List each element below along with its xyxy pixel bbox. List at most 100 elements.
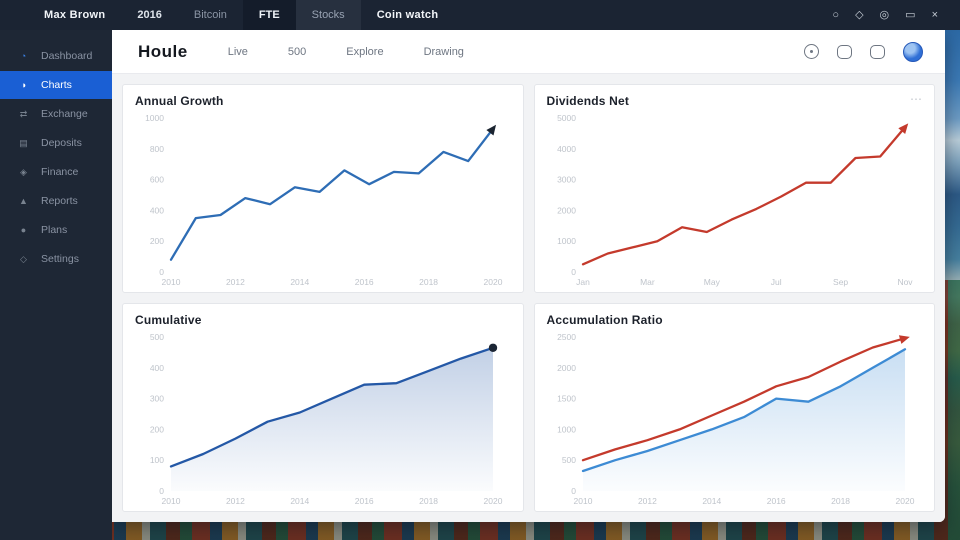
panel-menu-icon[interactable]: ⋯ <box>910 92 922 106</box>
chart-area: 0 100 200 300 400 500 2010 2012 2014 2016 2018 2020 <box>135 327 511 507</box>
topbar-item-fte[interactable]: FTE <box>242 0 296 30</box>
settings-icon: ◇ <box>20 253 27 264</box>
y-tick-label: 3000 <box>557 175 576 185</box>
x-tick-label: 2014 <box>290 496 309 506</box>
panel-header: Cumulative ⋯ <box>135 313 511 327</box>
sidebar-item-settings[interactable]: ◇ Settings <box>0 245 112 273</box>
chart-panel-annual-growth: Annual Growth ⋯ 0 200 400 600 800 1000 2010 201… <box>122 84 524 293</box>
search-icon[interactable] <box>804 44 819 59</box>
trend-arrow-icon <box>486 124 497 136</box>
reports-icon: ▲ <box>19 196 28 206</box>
os-topbar: Max Brown 2016 Bitcoin FTE Stocks Coin w… <box>0 0 960 30</box>
minimize-icon[interactable]: ▭ <box>905 8 916 21</box>
sidebar-item-plans[interactable]: ● Plans <box>0 216 112 244</box>
y-tick-label: 1000 <box>557 424 576 434</box>
nav-item-500[interactable]: 500 <box>287 45 307 58</box>
sidebar-item-label: Deposits <box>41 137 82 149</box>
sidebar-item-label: Reports <box>41 195 78 207</box>
nav-item-drawing[interactable]: Drawing <box>423 45 464 58</box>
y-tick-label: 1000 <box>557 236 576 246</box>
app-nav: Live 500 Explore Drawing <box>228 46 464 58</box>
x-tick-label: May <box>703 277 720 287</box>
sidebar-item-finance[interactable]: ◈ Finance <box>0 158 112 186</box>
x-tick-label: 2012 <box>226 277 245 287</box>
charts-grid: Annual Growth ⋯ 020040060080010002010201… <box>112 74 945 522</box>
y-tick-label: 200 <box>150 236 164 246</box>
badge-icon[interactable]: ◇ <box>855 8 864 21</box>
x-tick-label: 2018 <box>419 496 438 506</box>
panel-header: Accumulation Ratio ⋯ <box>547 313 923 327</box>
x-tick-label: 2012 <box>637 496 656 506</box>
chart-panel-accumulation-ratio: Accumulation Ratio ⋯ 0 500 1000 1500 2000 250… <box>533 303 935 512</box>
x-tick-label: 2010 <box>162 277 181 287</box>
sidebar-item-exchange[interactable]: ⇄ Exchange <box>0 100 112 128</box>
avatar[interactable] <box>903 41 923 62</box>
series-line-dividends <box>581 126 906 266</box>
topbar-item-year[interactable]: 2016 <box>137 9 162 21</box>
x-tick-label: Jan <box>576 277 590 287</box>
panel-title: Cumulative <box>135 313 202 327</box>
topbar-item-bitcoin[interactable]: Bitcoin <box>193 9 227 21</box>
y-tick-label: 2000 <box>557 205 576 215</box>
y-tick-label: 4000 <box>557 144 576 154</box>
sidebar: ◔ Dashboard ◑ Charts ⇄ Exchange ▤ Deposi… <box>0 30 112 540</box>
chart-area: 0 1000 2000 3000 4000 5000 Jan Mar May Jul Sep Nov <box>547 108 923 288</box>
window-controls: ○ ◇ ◎ ▭ × <box>832 8 960 21</box>
app-logo: Houle <box>138 41 188 61</box>
y-tick-label: 100 <box>150 455 164 465</box>
y-tick-label: 5000 <box>557 113 576 123</box>
deposits-icon: ▤ <box>19 137 28 148</box>
sidebar-item-label: Charts <box>41 79 72 91</box>
y-tick-label: 0 <box>571 267 576 277</box>
y-tick-label: 200 <box>150 424 164 434</box>
panel-header: Annual Growth ⋯ <box>135 94 511 108</box>
panel-header: Dividends Net ⋯ <box>547 92 923 108</box>
nav-item-explore[interactable]: Explore <box>346 45 384 58</box>
chart-panel-dividends: Dividends Net ⋯ 0 1000 2000 3000 4000 5000 Jan… <box>533 84 935 293</box>
topbar-item-user[interactable]: Max Brown <box>44 9 106 21</box>
series-line-target <box>581 337 906 462</box>
chart-canvas: 0 1000 2000 3000 4000 5000 Jan Mar May Jul Sep Nov <box>557 113 913 287</box>
x-tick-label: 2016 <box>355 277 374 287</box>
x-tick-label: 2010 <box>573 496 592 506</box>
y-tick-label: 500 <box>561 455 575 465</box>
view-icon[interactable]: ◎ <box>879 8 890 21</box>
sidebar-item-label: Dashboard <box>41 50 93 62</box>
panel-title: Accumulation Ratio <box>546 313 663 327</box>
y-tick-label: 600 <box>150 175 164 185</box>
x-tick-label: 2014 <box>290 277 309 287</box>
y-tick-label: 400 <box>150 363 164 373</box>
y-tick-label: 500 <box>150 332 164 342</box>
sidebar-item-reports[interactable]: ▲ Reports <box>0 187 112 215</box>
sidebar-item-dashboard[interactable]: ◔ Dashboard <box>0 42 112 70</box>
sidebar-item-charts[interactable]: ◑ Charts <box>0 71 112 99</box>
nav-item-live[interactable]: Live <box>227 45 248 58</box>
y-tick-label: 300 <box>150 394 164 404</box>
x-tick-label: 2020 <box>484 277 503 287</box>
trend-arrow-icon <box>897 123 908 134</box>
app-header: Houle Live 500 Explore Drawing <box>112 30 945 74</box>
topbar-item-coinwatch[interactable]: Coin watch <box>376 9 439 21</box>
panel-title: Annual Growth <box>135 94 224 108</box>
sidebar-item-deposits[interactable]: ▤ Deposits <box>0 129 112 157</box>
messages-icon[interactable] <box>870 44 885 59</box>
topbar-item-stocks[interactable]: Stocks <box>295 0 361 30</box>
y-tick-label: 400 <box>150 205 164 215</box>
notifications-icon[interactable] <box>837 44 852 59</box>
chart-panel-cumulative: Cumulative ⋯ 0 100 200 300 400 500 2010 2012 201… <box>122 303 524 512</box>
sidebar-item-label: Finance <box>41 166 79 178</box>
x-tick-label: 2010 <box>162 496 181 506</box>
shape-icon[interactable]: ○ <box>832 8 840 21</box>
chart-canvas: 0 200 400 600 800 1000 2010 2012 2014 2016 2018 202… <box>145 113 503 287</box>
y-tick-label: 0 <box>159 486 164 496</box>
charts-icon: ◑ <box>20 80 27 90</box>
y-tick-label: 2000 <box>557 363 576 373</box>
sidebar-item-label: Settings <box>41 253 79 265</box>
y-tick-label: 0 <box>571 486 576 496</box>
y-tick-label: 800 <box>150 144 164 154</box>
y-tick-label: 1000 <box>145 113 164 123</box>
x-tick-label: 2012 <box>226 496 245 506</box>
end-point-dot <box>488 343 498 352</box>
close-icon[interactable]: × <box>931 8 938 21</box>
